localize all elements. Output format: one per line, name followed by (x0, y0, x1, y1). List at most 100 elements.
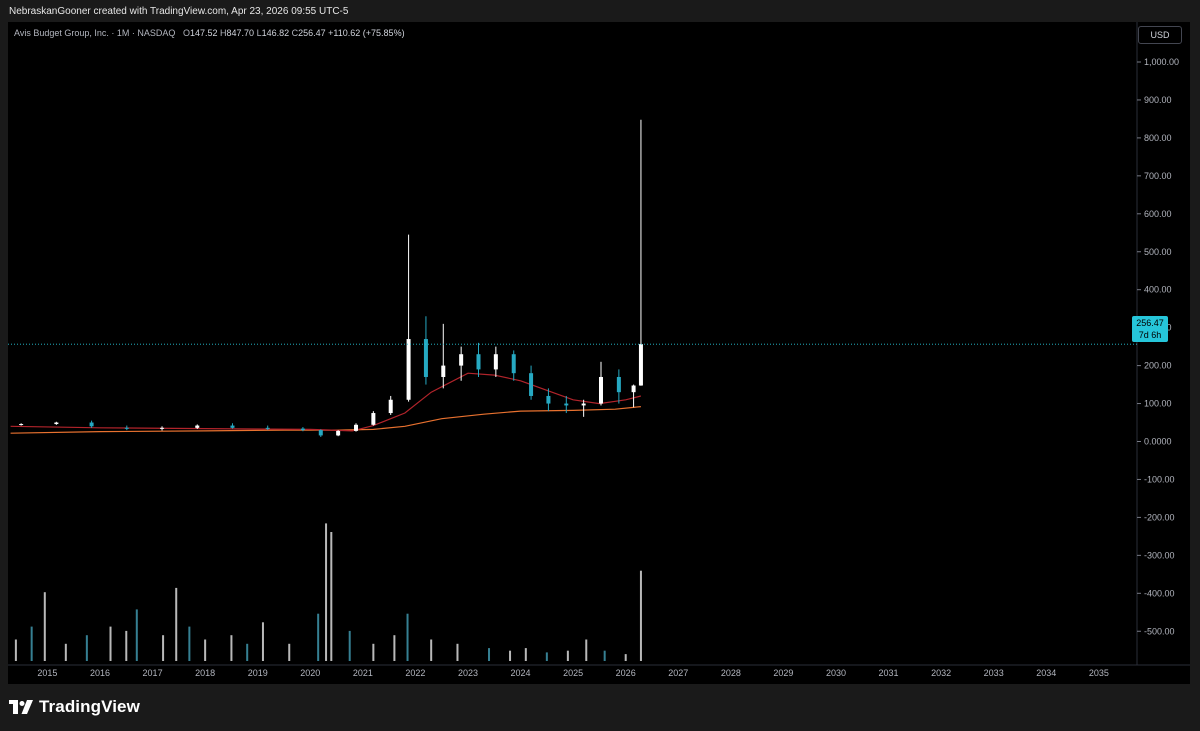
bar-countdown: 7d 6h (1138, 330, 1162, 340)
volume-bar (261, 622, 264, 661)
brand-footer: TradingView (9, 697, 140, 717)
y-tick-label: 900.00 (1144, 95, 1172, 105)
volume-bar (85, 635, 88, 661)
candle-body (493, 354, 498, 370)
candle-body (476, 354, 481, 370)
close-value: 256.47 (298, 28, 326, 38)
volume-bar (64, 643, 67, 661)
x-tick-label: 2026 (616, 668, 636, 678)
volume-bar (456, 643, 459, 661)
x-tick-label: 2025 (563, 668, 583, 678)
x-tick-label: 2021 (353, 668, 373, 678)
candle-body (230, 425, 235, 428)
candle-body (423, 339, 428, 377)
volume-bar (393, 635, 396, 661)
x-tick-label: 2023 (458, 668, 478, 678)
candle-body (406, 339, 411, 400)
ma-fast-line (10, 372, 642, 432)
y-tick-label: 200.00 (1144, 361, 1172, 371)
x-tick-label: 2015 (37, 668, 57, 678)
candle-body (54, 422, 59, 425)
volume-bar (135, 609, 138, 661)
y-tick-label: 0.0000 (1144, 437, 1172, 447)
x-tick-label: 2029 (773, 668, 793, 678)
y-tick-label: -100.00 (1144, 474, 1175, 484)
low-label: L (256, 28, 262, 38)
x-tick-label: 2019 (248, 668, 268, 678)
x-tick-label: 2022 (405, 668, 425, 678)
volume-bar (230, 635, 233, 661)
y-tick-label: 600.00 (1144, 209, 1172, 219)
volume-bar (188, 626, 191, 661)
x-tick-label: 2018 (195, 668, 215, 678)
x-tick-label: 2035 (1089, 668, 1109, 678)
ma-slow-line (10, 406, 641, 434)
x-tick-label: 2032 (931, 668, 951, 678)
y-tick-label: -300.00 (1144, 550, 1175, 560)
volume-bar (488, 648, 491, 661)
candle-body (265, 427, 270, 429)
last-price-value: 256.47 (1136, 318, 1164, 328)
y-tick-label: 100.00 (1144, 399, 1172, 409)
x-tick-label: 2017 (143, 668, 163, 678)
price-chart[interactable]: 1,000.00 900.00 800.00 700.00 600.00 500.00 40… (8, 22, 1190, 684)
x-tick-label: 2027 (668, 668, 688, 678)
volume-bar (175, 587, 178, 661)
x-tick-label: 2020 (300, 668, 320, 678)
volume-bar (406, 613, 409, 661)
candle-body (616, 376, 621, 393)
candle-body (511, 354, 516, 374)
open-label: O (182, 28, 190, 38)
symbol-name: Avis Budget Group, Inc. · 1M · NASDAQ (14, 28, 176, 38)
y-tick-label: 700.00 (1144, 171, 1172, 181)
symbol-legend: Avis Budget Group, Inc. · 1M · NASDAQ O1… (14, 28, 405, 38)
volume-bar (348, 630, 351, 661)
candle-body (459, 354, 464, 366)
volume-bar (639, 570, 642, 661)
volume-bar (585, 639, 588, 661)
candle-body (336, 430, 341, 436)
brand-name: TradingView (39, 697, 140, 716)
x-tick-label: 2033 (984, 668, 1004, 678)
candle-body (631, 385, 636, 393)
volume-bar (566, 650, 569, 661)
candle-body (354, 424, 359, 431)
x-tick-label: 2030 (826, 668, 846, 678)
volume-bar (603, 650, 606, 661)
candle-body (529, 373, 534, 396)
y-tick-label: 400.00 (1144, 285, 1172, 295)
candle-body (598, 376, 603, 404)
volume-bar (125, 630, 128, 661)
x-tick-label: 2024 (511, 668, 531, 678)
candle-body (124, 427, 129, 429)
volume-bar (624, 654, 627, 661)
volume-bar (288, 643, 291, 661)
candle-body (564, 403, 569, 406)
tradingview-logo-icon (9, 700, 33, 714)
volume-bar (317, 613, 320, 661)
y-tick-label: -500.00 (1144, 626, 1175, 636)
change-value: +110.62 (+75.85%) (328, 28, 405, 38)
candle-body (441, 365, 446, 377)
candle-body (371, 413, 376, 425)
volume-bar (509, 650, 512, 661)
chart-area[interactable]: 1,000.00 900.00 800.00 700.00 600.00 500.00 40… (8, 22, 1190, 684)
volume-bar (524, 648, 527, 661)
candle-body (195, 425, 200, 428)
volume-bar (43, 592, 46, 661)
candle-body (546, 395, 551, 404)
open-value: 147.52 (189, 28, 218, 38)
high-value: 847.70 (226, 28, 255, 38)
candle-body (638, 344, 643, 386)
close-label: C (291, 28, 299, 38)
volume-bar (162, 635, 165, 661)
candle-body (388, 399, 393, 414)
candle-body (89, 422, 94, 427)
x-tick-label: 2016 (90, 668, 110, 678)
currency-button[interactable]: USD (1138, 26, 1182, 44)
volume-bar (109, 626, 112, 661)
volume-bar (30, 626, 33, 661)
volume-bar (325, 523, 328, 661)
volume-bar (246, 643, 249, 661)
volume-bar (545, 652, 548, 661)
